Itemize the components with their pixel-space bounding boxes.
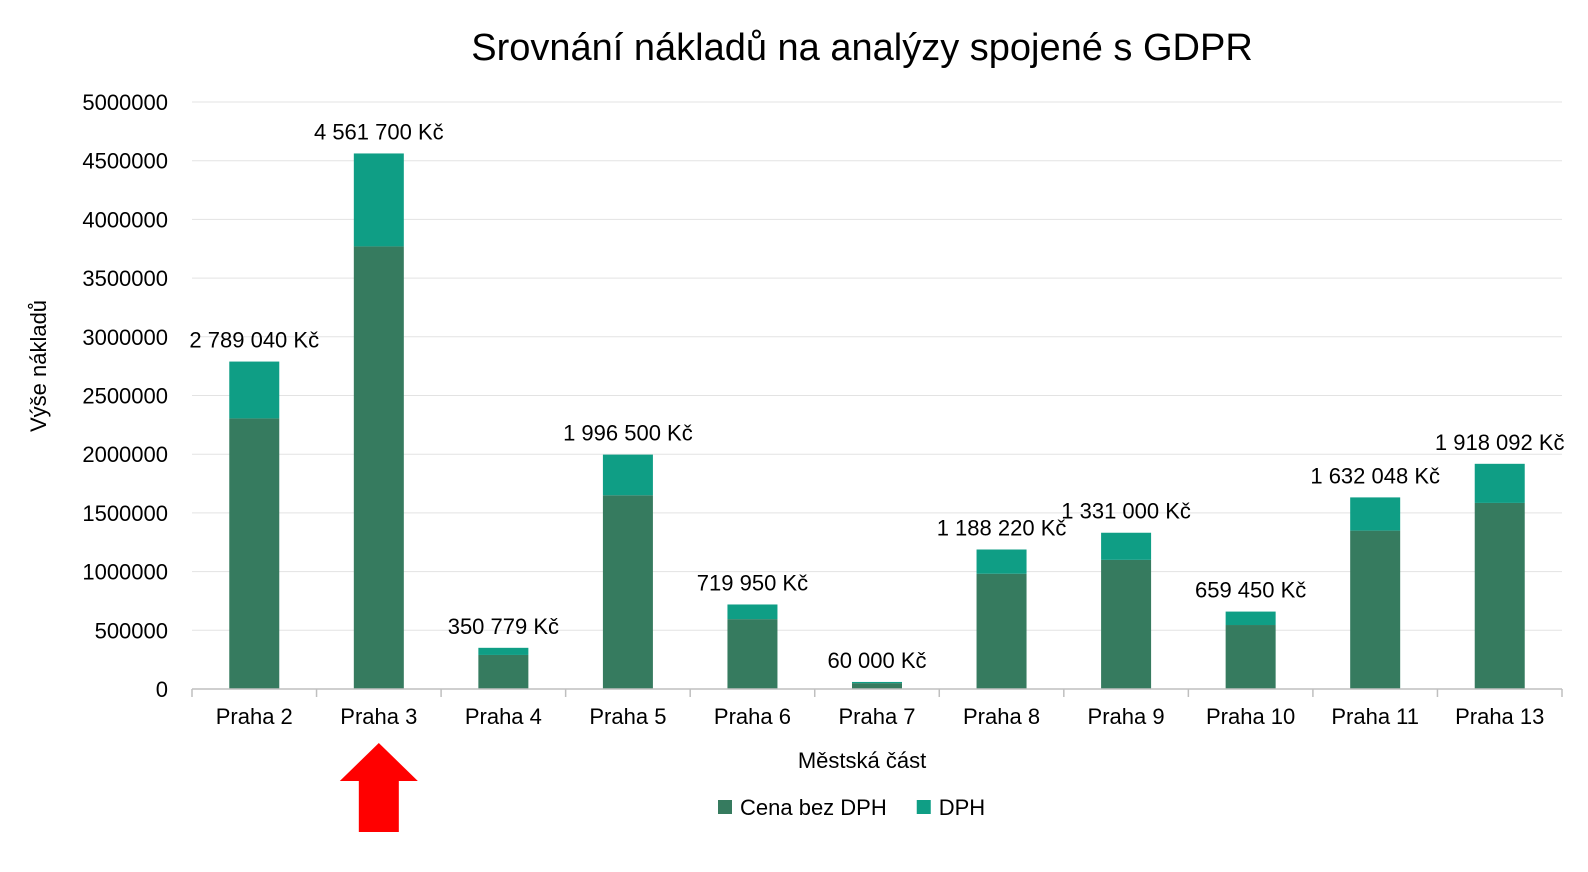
chart-title: Srovnání nákladů na analýzy spojené s GD… <box>471 27 1253 69</box>
x-tick-label: Praha 7 <box>838 704 915 729</box>
x-tick-label: Praha 10 <box>1206 704 1295 729</box>
legend-swatch <box>916 800 931 814</box>
bar-segment-cena-bez-dph <box>1474 502 1525 689</box>
y-tick-label: 2500000 <box>82 384 168 409</box>
bar-segment-cena-bez-dph <box>1225 625 1276 689</box>
total-data-label: 1 331 000 Kč <box>1061 499 1191 524</box>
y-tick-label: 3500000 <box>82 266 168 291</box>
bars <box>229 153 1525 690</box>
bar-segment-cena-bez-dph <box>478 654 529 689</box>
total-data-label: 1 188 220 Kč <box>937 516 1067 541</box>
legend-swatch <box>718 800 732 814</box>
x-axis-ticks: Praha 2 Praha 3 Praha 4 Praha 5 Praha 6 Praha… <box>191 689 1563 729</box>
legend-label: Cena bez DPH <box>740 795 887 820</box>
y-tick-label: 1500000 <box>82 501 168 526</box>
bar-segment-dph <box>1474 463 1525 503</box>
y-axis-title: Výše nákladů <box>26 300 51 432</box>
x-tick-label: Praha 2 <box>216 704 293 729</box>
bar-segment-cena-bez-dph <box>229 418 280 689</box>
x-tick-label: Praha 3 <box>340 704 417 729</box>
y-tick-label: 500000 <box>95 618 168 643</box>
y-tick-label: 4000000 <box>82 207 168 232</box>
total-data-label: 1 632 048 Kč <box>1310 463 1440 488</box>
bar-segment-cena-bez-dph <box>353 246 404 690</box>
bar-segment-dph <box>727 604 778 620</box>
x-tick-label: Praha 9 <box>1088 704 1165 729</box>
bar-segment-dph <box>478 647 529 655</box>
y-tick-label: 0 <box>156 677 168 702</box>
y-axis-ticks: 0 500000 1000000 1500000 2000000 2500000 30000… <box>82 90 168 702</box>
y-tick-label: 3000000 <box>82 325 168 350</box>
arrow-shape <box>339 743 418 832</box>
y-tick-label: 1000000 <box>82 560 168 585</box>
y-tick-label: 5000000 <box>82 90 168 115</box>
total-data-label: 60 000 Kč <box>827 648 926 673</box>
bar-segment-cena-bez-dph <box>852 683 902 689</box>
total-data-label: 350 779 Kč <box>448 614 559 639</box>
y-tick-label: 2000000 <box>82 442 168 467</box>
total-data-label: 1 918 092 Kč <box>1435 430 1565 455</box>
x-tick-label: Praha 13 <box>1455 704 1544 729</box>
bar-segment-dph <box>229 361 280 419</box>
bar-segment-cena-bez-dph <box>727 619 778 689</box>
bar-segment-dph <box>976 549 1027 574</box>
x-tick-label: Praha 4 <box>465 704 542 729</box>
bar-segment-dph <box>1225 611 1276 626</box>
bar-segment-cena-bez-dph <box>602 495 653 689</box>
bar-segment-cena-bez-dph <box>1101 559 1152 689</box>
legend-label: DPH <box>939 795 985 820</box>
x-tick-label: Praha 6 <box>714 704 791 729</box>
x-tick-label: Praha 8 <box>963 704 1040 729</box>
total-data-label: 1 996 500 Kč <box>563 421 693 446</box>
x-tick-label: Praha 11 <box>1331 704 1419 729</box>
total-data-label: 4 561 700 Kč <box>314 119 444 144</box>
bar-segment-dph <box>602 454 653 496</box>
bar-segment-dph <box>1350 497 1401 531</box>
total-data-label: 2 789 040 Kč <box>189 328 319 353</box>
total-data-label: 659 450 Kč <box>1195 578 1306 603</box>
gridlines <box>192 101 1562 631</box>
bar-segment-dph <box>852 681 902 684</box>
x-tick-label: Praha 5 <box>589 704 666 729</box>
y-tick-label: 4500000 <box>82 149 168 174</box>
x-axis-title: Městská část <box>798 748 926 773</box>
red-arrow-icon <box>339 743 418 832</box>
bar-segment-dph <box>1101 532 1152 560</box>
legend: Cena bez DPH DPH <box>718 795 985 820</box>
bar-segment-dph <box>353 153 404 247</box>
bar-segment-cena-bez-dph <box>976 573 1027 689</box>
data-labels: 2 789 040 Kč 4 561 700 Kč 350 779 Kč 1 996 … <box>189 119 1564 672</box>
total-data-label: 719 950 Kč <box>697 570 808 595</box>
bar-segment-cena-bez-dph <box>1350 530 1401 689</box>
